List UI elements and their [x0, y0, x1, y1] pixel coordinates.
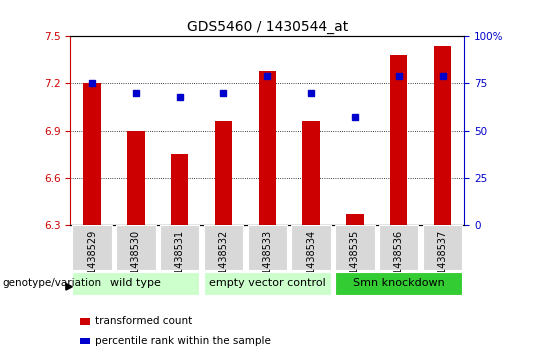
Bar: [390, 55, 408, 225]
Text: wild type: wild type: [111, 278, 161, 288]
FancyBboxPatch shape: [204, 272, 331, 295]
Bar: [302, 121, 320, 225]
Text: GSM1438535: GSM1438535: [350, 230, 360, 295]
Text: genotype/variation: genotype/variation: [3, 278, 102, 288]
Text: GSM1438533: GSM1438533: [262, 230, 272, 295]
Bar: [434, 46, 451, 225]
FancyBboxPatch shape: [335, 272, 462, 295]
Bar: [215, 121, 232, 225]
Bar: [346, 214, 363, 225]
FancyBboxPatch shape: [292, 225, 331, 270]
Bar: [259, 71, 276, 225]
Text: GSM1438536: GSM1438536: [394, 230, 404, 295]
FancyBboxPatch shape: [379, 225, 418, 270]
Text: GSM1438531: GSM1438531: [175, 230, 185, 295]
Polygon shape: [66, 284, 72, 290]
Text: GSM1438534: GSM1438534: [306, 230, 316, 295]
Text: GSM1438530: GSM1438530: [131, 230, 141, 295]
Bar: [83, 83, 101, 225]
Text: percentile rank within the sample: percentile rank within the sample: [95, 336, 271, 346]
FancyBboxPatch shape: [247, 225, 287, 270]
FancyBboxPatch shape: [160, 225, 199, 270]
Bar: [171, 154, 188, 225]
Title: GDS5460 / 1430544_at: GDS5460 / 1430544_at: [187, 20, 348, 34]
FancyBboxPatch shape: [72, 225, 112, 270]
FancyBboxPatch shape: [204, 225, 243, 270]
Text: transformed count: transformed count: [95, 316, 192, 326]
Text: empty vector control: empty vector control: [209, 278, 326, 288]
FancyBboxPatch shape: [72, 272, 199, 295]
Bar: [80, 318, 90, 325]
Text: Smn knockdown: Smn knockdown: [353, 278, 444, 288]
Bar: [127, 131, 145, 225]
Text: GSM1438532: GSM1438532: [219, 230, 228, 295]
Bar: [80, 338, 90, 344]
FancyBboxPatch shape: [335, 225, 375, 270]
Text: GSM1438529: GSM1438529: [87, 230, 97, 295]
FancyBboxPatch shape: [423, 225, 462, 270]
FancyBboxPatch shape: [116, 225, 156, 270]
Text: GSM1438537: GSM1438537: [437, 230, 448, 295]
